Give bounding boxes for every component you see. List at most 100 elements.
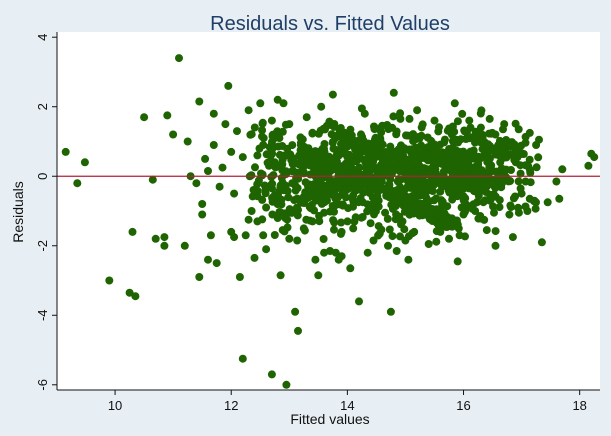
data-point [350, 142, 359, 151]
data-point [61, 147, 70, 156]
data-point [346, 264, 355, 273]
data-point [283, 151, 292, 160]
data-point [552, 177, 561, 186]
data-point [268, 210, 277, 219]
data-point [424, 170, 433, 179]
data-point [348, 194, 357, 203]
data-point [392, 210, 401, 219]
data-point [415, 134, 424, 143]
data-point [281, 120, 290, 129]
data-point [436, 176, 444, 184]
data-point [341, 193, 350, 202]
data-point [489, 202, 497, 211]
data-point [338, 177, 347, 186]
data-point [434, 220, 443, 228]
data-point [476, 154, 485, 163]
data-point [491, 227, 500, 236]
data-point [250, 123, 259, 132]
data-point [453, 220, 462, 229]
data-point [235, 273, 244, 281]
data-point [471, 127, 480, 136]
data-point [378, 151, 387, 160]
data-point [291, 307, 300, 316]
data-point [525, 155, 534, 164]
data-point [204, 167, 212, 175]
data-point [424, 240, 433, 248]
data-point [268, 179, 277, 188]
data-point [251, 163, 259, 172]
data-point [140, 113, 149, 122]
x-tick-label: 10 [108, 398, 122, 413]
data-point [272, 128, 281, 137]
data-point [180, 241, 189, 250]
data-point [490, 175, 499, 184]
data-point [489, 190, 498, 199]
data-point [284, 193, 293, 202]
data-point [266, 152, 275, 161]
data-point [349, 224, 358, 233]
data-point [531, 204, 540, 213]
data-point [253, 180, 262, 189]
data-point [268, 193, 277, 202]
data-point [367, 180, 375, 189]
data-point [293, 236, 302, 245]
data-point [511, 192, 520, 201]
data-point [521, 138, 530, 147]
data-point [361, 164, 370, 173]
data-point [384, 241, 392, 250]
data-point [321, 125, 329, 134]
data-point [306, 216, 314, 225]
data-point [319, 235, 328, 243]
data-point [315, 211, 324, 220]
data-point [381, 208, 390, 217]
data-point [238, 153, 247, 162]
data-point [288, 167, 297, 176]
data-point [508, 233, 517, 242]
data-point [482, 226, 491, 235]
y-tick-label: -4 [35, 309, 50, 321]
y-tick-label: 2 [35, 103, 50, 110]
data-point [331, 248, 340, 257]
data-point [465, 116, 474, 125]
data-point [521, 177, 530, 186]
data-point [374, 202, 383, 211]
data-point [476, 138, 485, 147]
data-point [473, 165, 481, 174]
data-point [496, 158, 505, 167]
data-point [334, 168, 343, 177]
data-point [370, 122, 378, 131]
data-point [453, 117, 462, 126]
data-point [310, 158, 319, 167]
data-point [105, 276, 114, 285]
data-point [397, 188, 406, 197]
data-point [473, 198, 482, 207]
data-point [448, 143, 457, 152]
data-point [374, 231, 383, 240]
data-point [246, 130, 255, 139]
data-point [324, 184, 333, 193]
data-point [283, 215, 292, 224]
data-point [278, 179, 287, 188]
data-point [485, 114, 494, 123]
data-point [370, 148, 379, 157]
data-point [346, 125, 355, 134]
data-point [590, 153, 599, 162]
data-point [506, 142, 515, 151]
data-point [515, 148, 524, 157]
data-point [449, 173, 458, 182]
data-point [417, 154, 426, 163]
data-point [432, 150, 440, 159]
data-point [415, 171, 424, 180]
data-point [514, 208, 523, 217]
y-axis-title: Residuals [10, 181, 26, 242]
data-point [344, 133, 353, 142]
data-point [457, 203, 466, 212]
y-tick-label: 4 [35, 34, 50, 41]
data-point [292, 174, 301, 182]
data-point [377, 128, 386, 137]
data-point [230, 189, 239, 198]
data-point [175, 54, 183, 63]
data-point [283, 187, 292, 196]
data-point [453, 257, 462, 266]
